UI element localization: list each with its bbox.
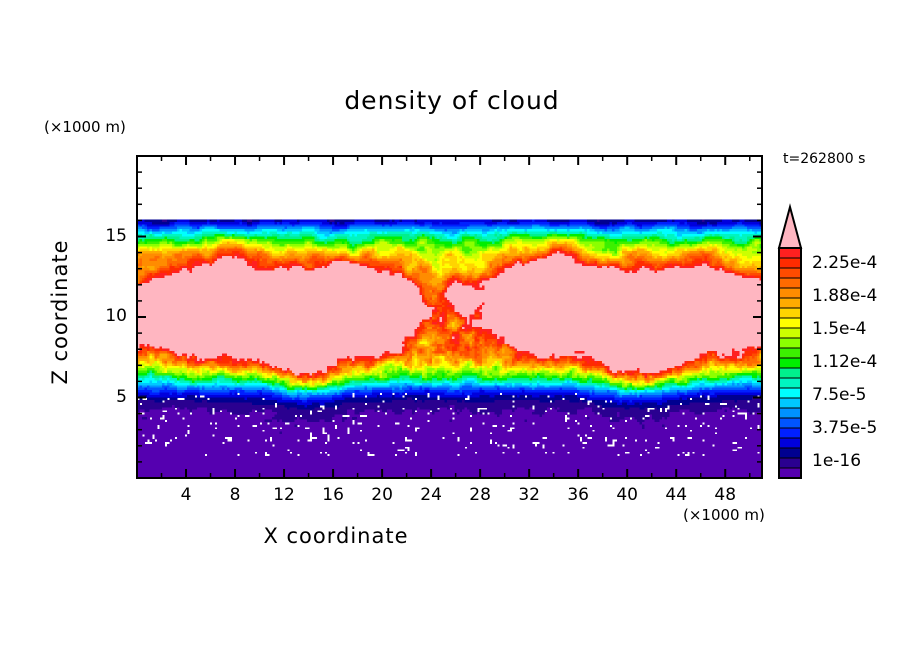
colorbar-tick-label: 7.5e-5 [812,384,867,405]
x-tick-label: 8 [229,485,241,505]
x-tick-label: 48 [714,485,737,505]
plot-title: density of cloud [344,86,560,115]
y-tick-label: 15 [105,225,127,246]
x-tick-label: 4 [180,485,192,505]
x-tick-label: 36 [567,485,589,505]
x-tick-label: 16 [322,485,344,505]
y-tick-label: 5 [116,386,127,407]
colorbar-tick-label: 1e-16 [812,450,862,471]
colorbar-tick-label: 3.75e-5 [812,417,878,438]
x-tick-label: 40 [616,485,638,505]
colorbar-tick-label: 1.5e-4 [812,319,867,340]
colorbar-tick-label: 1.12e-4 [812,352,878,372]
time-annotation: t=262800 s [783,151,866,167]
x-tick-label: 24 [420,485,442,505]
x-tick-label: 20 [371,485,393,505]
x-tick-label: 12 [273,485,295,505]
x-axis-title: X coordinate [263,524,409,548]
colorbar [777,203,803,480]
x-tick-label: 32 [518,485,540,505]
plot-frame [136,155,763,479]
colorbar-tick-label: 1.88e-4 [812,286,878,307]
contour-field [137,156,763,479]
x-tick-label: 28 [469,485,491,505]
colorbar-tick-label: 2.25e-4 [812,253,878,274]
y-axis-units-label: (×1000 m) [44,118,126,136]
y-tick-label: 10 [105,306,127,326]
x-tick-label: 44 [665,485,688,505]
x-axis-units-label: (×1000 m) [683,506,765,524]
colorbar-arrow-cap [777,203,803,249]
